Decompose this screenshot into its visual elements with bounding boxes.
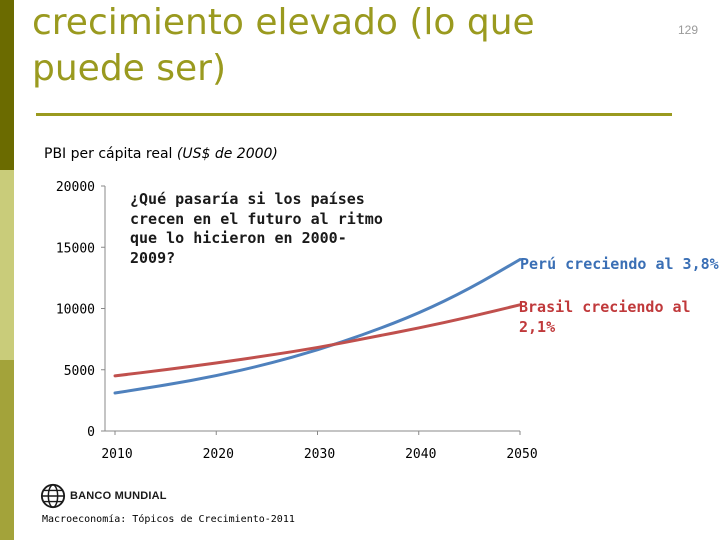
y-tick-label: 0	[87, 425, 95, 440]
chart-annotation: ¿Qué pasaría si los países crecen en el …	[130, 190, 383, 267]
world-bank-logo-icon	[40, 483, 66, 509]
sidebar-segment-dark	[0, 0, 14, 170]
chart-title-unit: (US$ de 2000)	[176, 146, 278, 162]
title-divider	[36, 113, 672, 116]
series-label-peru: Perú creciendo al 3,8%	[520, 255, 719, 273]
page-number: 129	[678, 23, 699, 37]
series-line-brasil	[113, 303, 522, 378]
y-tick-label: 10000	[56, 303, 95, 318]
y-tick-label: 15000	[56, 241, 95, 256]
chart-lines	[113, 258, 522, 395]
x-tick-label: 2050	[506, 447, 537, 462]
y-tick-label: 20000	[56, 180, 95, 195]
series-label-brasil: Brasil creciendo al 2,1%	[519, 298, 691, 336]
series-line-peru	[113, 258, 522, 395]
logo-text: BANCO MUNDIAL	[70, 490, 167, 502]
x-tick-label: 2010	[101, 447, 132, 462]
sidebar-segment-light	[0, 170, 14, 360]
x-tick-label: 2020	[203, 447, 234, 462]
footer-text: Macroeconomía: Tópicos de Crecimiento-20…	[42, 514, 295, 525]
sidebar-segment-mid	[0, 360, 14, 540]
x-tick-label: 2040	[405, 447, 436, 462]
chart-title: PBI per cápita real (US$ de 2000)	[44, 146, 278, 162]
y-tick-label: 5000	[64, 364, 95, 379]
chart-title-text: PBI per cápita real	[44, 146, 173, 162]
slide-title: crecimiento elevado (lo que puede ser)	[32, 2, 535, 89]
x-tick-label: 2030	[304, 447, 335, 462]
sidebar-decoration	[0, 0, 14, 540]
chart-ticks: 0 5000 10000 15000 20000 2010 2020 2030 2040 2050	[56, 180, 538, 462]
